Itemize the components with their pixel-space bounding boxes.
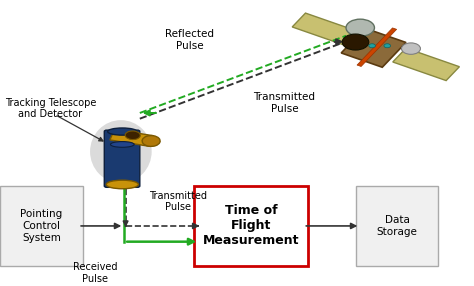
FancyBboxPatch shape bbox=[194, 186, 308, 266]
Circle shape bbox=[346, 19, 374, 36]
Text: Reflected
Pulse: Reflected Pulse bbox=[165, 29, 214, 51]
FancyBboxPatch shape bbox=[356, 186, 438, 266]
Text: Pointing
Control
System: Pointing Control System bbox=[20, 209, 63, 243]
Circle shape bbox=[384, 44, 391, 48]
Bar bbox=[357, 28, 397, 66]
Text: Transmitted
Pulse: Transmitted Pulse bbox=[254, 92, 315, 114]
Ellipse shape bbox=[106, 180, 138, 189]
Bar bbox=[292, 13, 361, 46]
Bar bbox=[393, 48, 459, 81]
Ellipse shape bbox=[142, 136, 160, 146]
Text: Data
Storage: Data Storage bbox=[376, 215, 418, 237]
Bar bbox=[341, 28, 406, 67]
Text: Transmitted
Pulse: Transmitted Pulse bbox=[149, 191, 207, 212]
Ellipse shape bbox=[125, 131, 140, 140]
Text: Tracking Telescope
and Detector: Tracking Telescope and Detector bbox=[5, 98, 96, 120]
Bar bbox=[110, 130, 154, 146]
Ellipse shape bbox=[90, 120, 152, 183]
FancyBboxPatch shape bbox=[104, 130, 140, 187]
Circle shape bbox=[369, 44, 375, 48]
FancyBboxPatch shape bbox=[0, 186, 83, 266]
Circle shape bbox=[401, 43, 420, 54]
Text: Time of
Flight
Measurement: Time of Flight Measurement bbox=[203, 204, 300, 247]
Text: Received
Pulse: Received Pulse bbox=[73, 262, 117, 284]
Ellipse shape bbox=[110, 142, 134, 147]
Ellipse shape bbox=[108, 128, 137, 135]
Circle shape bbox=[342, 34, 369, 50]
